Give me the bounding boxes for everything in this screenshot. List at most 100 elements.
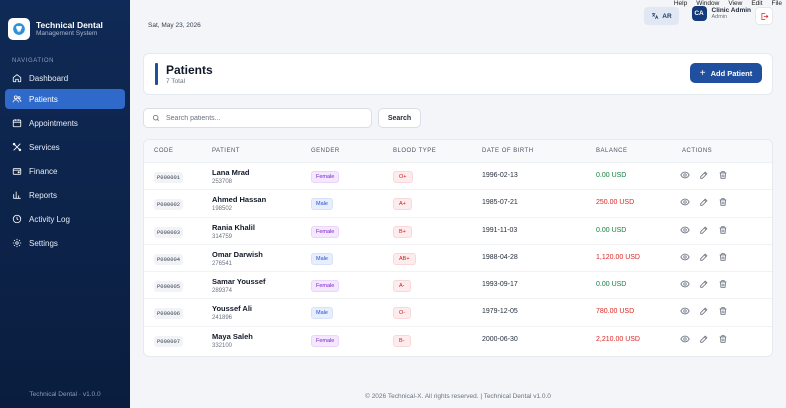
view-icon[interactable] [680,279,690,289]
row-actions [680,252,728,262]
edit-icon[interactable] [699,225,709,235]
table-row[interactable]: P000006 Youssef Ali 241896 Male O- 1979-12-05… [144,299,772,327]
menubar: Help Window View Edit File [674,0,782,10]
sidebar-item-label: Services [29,142,60,152]
chart-icon [13,191,21,199]
table-header: CODE PATIENT GENDER BLOOD TYPE DATE OF B… [144,140,772,163]
blood-type-badge: B- [393,334,411,347]
view-icon[interactable] [680,197,690,207]
patient-code: P000007 [154,335,184,347]
sidebar-item-finance[interactable]: Finance [5,161,125,181]
patient-name: Samar Youssef [212,277,266,287]
column-header-blood-type: BLOOD TYPE [393,148,437,154]
sidebar-item-activity-log[interactable]: Activity Log [5,209,125,229]
edit-icon[interactable] [699,279,709,289]
gender-badge: Male [311,198,333,211]
user-name: Clinic Admin [711,6,751,14]
column-header-patient: PATIENT [212,148,240,154]
language-label: AR [662,12,672,20]
edit-icon[interactable] [699,252,709,262]
view-icon[interactable] [680,334,690,344]
menu-file[interactable]: File [771,0,782,7]
patient-code: P000001 [154,172,184,183]
patient-name: Youssef Ali [212,304,253,314]
delete-icon[interactable] [718,225,728,235]
sidebar-item-appointments[interactable]: Appointments [5,113,125,133]
sidebar-item-settings[interactable]: Settings [5,233,125,253]
blood-type-badge: O- [393,307,412,320]
edit-icon[interactable] [699,197,709,207]
menu-help[interactable]: Help [673,0,688,7]
table-row[interactable]: P000005 Samar Youssef 289374 Female A- 1993-0… [144,272,772,300]
view-icon[interactable] [680,170,690,180]
sidebar-version: Technical Dental · v1.0.0 [29,391,101,398]
page-title: Patients [166,63,213,77]
search-field[interactable] [143,108,372,128]
patient-name: Rania Khalil [212,222,255,232]
sidebar-item-patients[interactable]: Patients [5,89,125,109]
app-subtitle: Management System [36,30,98,38]
sidebar-item-label: Settings [29,238,58,248]
table-row[interactable]: P000007 Maya Saleh 332100 Female B- 2000-06-3… [144,327,772,354]
gear-icon [12,238,22,248]
menu-edit[interactable]: Edit [751,0,763,7]
edit-icon[interactable] [699,306,709,316]
logout-icon [761,12,768,20]
user-menu[interactable]: CA Clinic Admin Admin [691,6,751,21]
balance: 1,120.00 USD [596,253,640,261]
patient-name: Maya Saleh [212,331,253,341]
balance: 250.00 USD [596,199,635,207]
row-actions [680,279,728,289]
brand: Technical Dental Management System [0,0,130,44]
add-patient-button[interactable]: + Add Patient [690,63,762,83]
logout-button[interactable] [755,7,773,25]
menu-window[interactable]: Window [696,0,720,7]
delete-icon[interactable] [718,252,728,262]
translate-icon [652,13,659,20]
sidebar-item-label: Dashboard [29,73,69,83]
sidebar-item-services[interactable]: Services [5,137,125,157]
blood-type-badge: A- [393,280,411,293]
edit-icon[interactable] [699,334,709,344]
patient-code: P000002 [154,199,184,211]
view-icon[interactable] [680,225,690,235]
patient-id: 332100 [212,342,233,349]
calendar-icon [12,119,22,128]
column-header-balance: BALANCE [596,148,628,154]
search-icon [152,114,159,121]
delete-icon[interactable] [718,306,728,316]
page-footer: © 2026 Technical-X. All rights reserved.… [365,393,551,400]
search-button[interactable]: Search [378,108,421,128]
delete-icon[interactable] [718,197,728,207]
sidebar-item-label: Reports [29,190,58,200]
delete-icon[interactable] [718,170,728,180]
column-header-dob: DATE OF BIRTH [482,148,534,154]
table-row[interactable]: P000001 Lana Mrad 253708 Female O+ 1996-02-13… [144,163,772,191]
activity-icon [12,214,22,224]
balance: 0.00 USD [596,172,627,179]
blood-type-badge: AB+ [393,252,416,265]
edit-icon[interactable] [699,170,709,180]
row-actions [680,334,728,344]
language-toggle-button[interactable]: AR [644,7,679,25]
patient-code: P000005 [154,281,184,293]
sidebar-item-reports[interactable]: Reports [5,185,125,205]
search-input[interactable] [166,114,356,122]
delete-icon[interactable] [718,334,728,344]
table-row[interactable]: P000004 Omar Darwish 276541 Male AB+ 1988-04-… [144,245,772,273]
table-row[interactable]: P000003 Rania Khalil 314759 Female B+ 1991-11… [144,218,772,245]
view-icon[interactable] [680,252,690,262]
sidebar-item-label: Activity Log [29,214,70,224]
sidebar-item-label: Finance [29,166,58,176]
date-of-birth: 1993-09-17 [482,281,518,289]
patient-id: 276541 [212,260,233,267]
sidebar-item-dashboard[interactable]: Dashboard [5,68,125,88]
delete-icon[interactable] [718,279,728,289]
row-actions [680,225,728,235]
table-row[interactable]: P000002 Ahmed Hassan 198502 Male A+ 1985-07-2… [144,190,772,218]
patient-id: 198502 [212,206,233,213]
table-body: P000001 Lana Mrad 253708 Female O+ 1996-02-13… [144,163,772,354]
view-icon[interactable] [680,306,690,316]
menu-view[interactable]: View [728,0,743,7]
patient-code: P000004 [154,253,184,265]
